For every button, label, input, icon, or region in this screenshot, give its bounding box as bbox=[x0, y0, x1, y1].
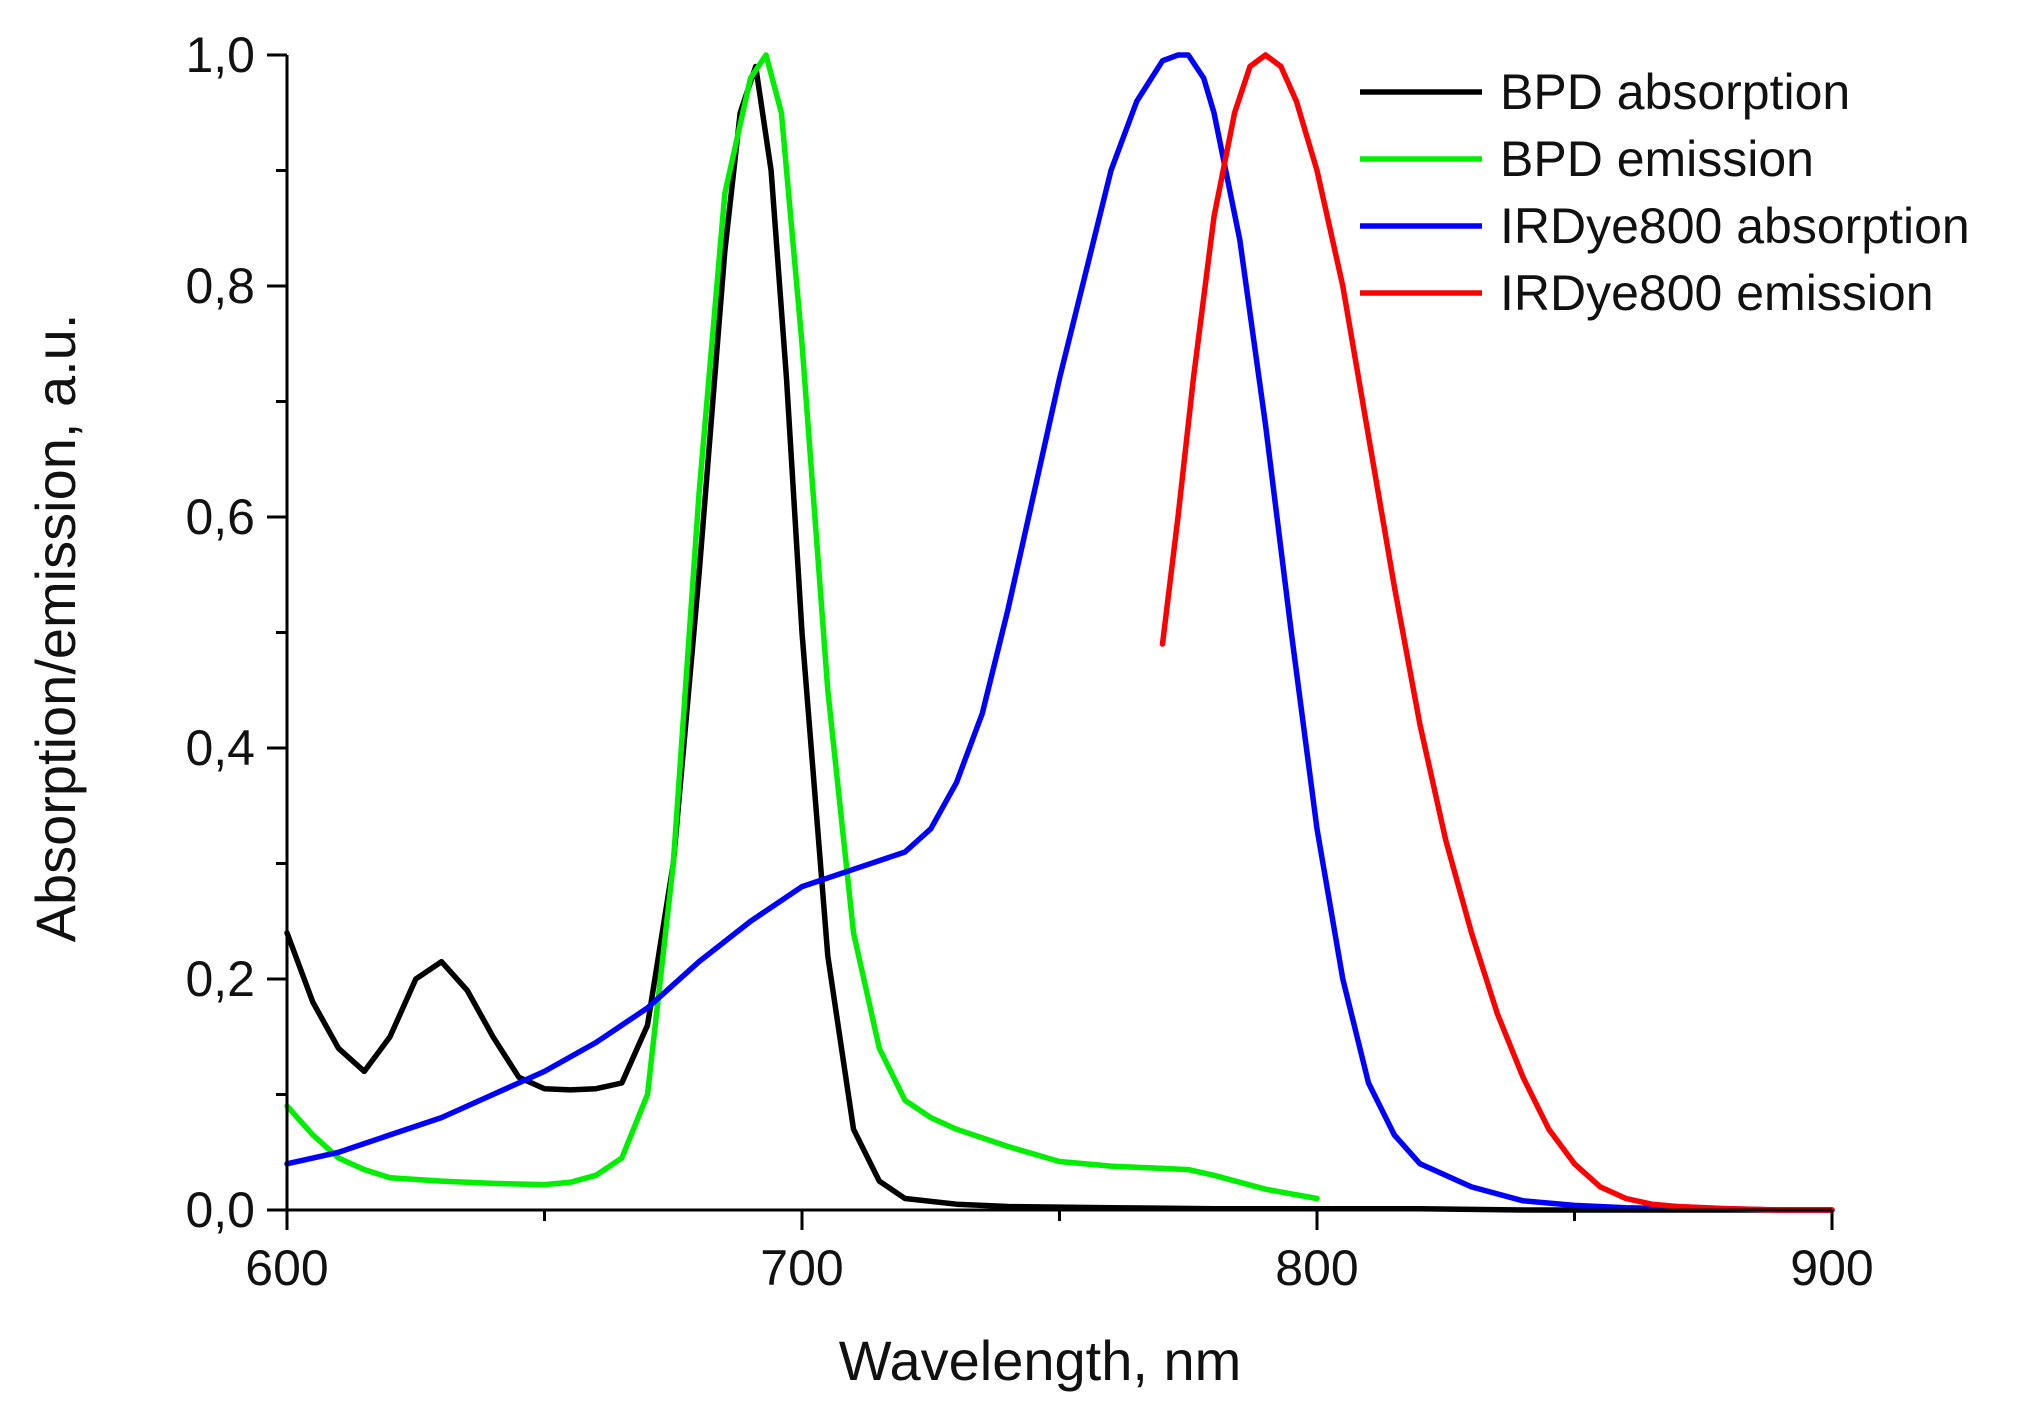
legend-label-4: IRDye800 emission bbox=[1500, 265, 1934, 321]
x-tick-label: 600 bbox=[245, 1240, 328, 1296]
series-line-2 bbox=[284, 52, 1320, 1202]
legend-label-3: IRDye800 absorption bbox=[1500, 198, 1970, 254]
y-tick-label: 0,2 bbox=[185, 951, 255, 1007]
y-tick-label: 0,0 bbox=[185, 1182, 255, 1238]
series-line-4 bbox=[1159, 52, 1835, 1213]
x-axis-title: Wavelength, nm bbox=[839, 1329, 1242, 1392]
legend: BPD absorption BPD emission IRDye800 absor… bbox=[1360, 64, 1970, 321]
legend-label-2: BPD emission bbox=[1500, 131, 1814, 187]
y-tick-label: 0,8 bbox=[185, 258, 255, 314]
y-tick-label: 1,0 bbox=[185, 27, 255, 83]
y-axis-title: Absorption/emission, a.u. bbox=[24, 314, 87, 943]
y-tick-label: 0,6 bbox=[185, 489, 255, 545]
axes-layer: 600 700 800 900 0,0 0,2 0,4 0,6 0,8 1,0 bbox=[185, 27, 1873, 1296]
y-tick-label: 0,4 bbox=[185, 720, 255, 776]
x-tick-label: 800 bbox=[1275, 1240, 1358, 1296]
legend-label-1: BPD absorption bbox=[1500, 64, 1850, 120]
series-line-3 bbox=[284, 52, 1835, 1213]
x-tick-label: 900 bbox=[1790, 1240, 1873, 1296]
x-tick-label: 700 bbox=[760, 1240, 843, 1296]
